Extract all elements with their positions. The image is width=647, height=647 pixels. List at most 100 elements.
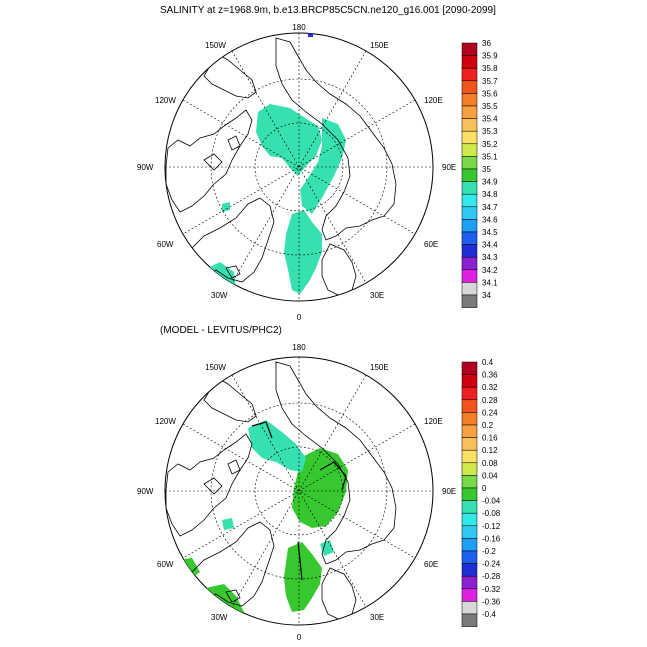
top-colorbar-swatch-7 — [461, 130, 478, 145]
top-colorbar-swatch-16 — [461, 244, 478, 258]
top-colorbar-swatch-15 — [461, 231, 478, 245]
top-salinity-map: 180 150E 120E 90E 60E 30E 0 30W 60W 90W … — [137, 23, 456, 322]
bottom-panel-title: (MODEL - LEVITUS/PHC2) — [160, 325, 282, 336]
top-lon-label-180: 180 — [292, 23, 306, 32]
top-colorbar-swatch-2 — [461, 67, 478, 82]
bottom-colorbar-label-7: 0.12 — [482, 446, 498, 455]
bottom-colorbar-swatch-18 — [461, 588, 478, 602]
top-lon-label-30e: 30E — [370, 291, 384, 300]
top-coastline-iceland — [225, 265, 241, 279]
bottom-lon-label-150e: 150E — [370, 363, 389, 372]
top-coastline-canada — [165, 109, 253, 213]
bottom-colorbar-swatch-1 — [461, 374, 478, 388]
top-lon-label-60w: 60W — [157, 240, 174, 249]
bottom-colorbar-label-18: -0.32 — [482, 585, 501, 594]
top-graticule — [165, 33, 433, 301]
bottom-lon-label-180: 180 — [292, 343, 306, 352]
bottom-colorbar-label-8: 0.08 — [482, 459, 498, 468]
bottom-colorbar-label-14: -0.16 — [482, 534, 501, 543]
bottom-colorbar-label-11: -0.04 — [482, 497, 501, 506]
bottom-lon-label-120e: 120E — [424, 417, 443, 426]
top-colorbar-label-18: 34.2 — [482, 266, 498, 275]
bottom-contour-line-3 — [297, 541, 303, 581]
bottom-colorbar-swatch-3 — [461, 399, 478, 413]
bottom-lon-label-120w: 120W — [155, 417, 176, 426]
top-lon-label-150e: 150E — [370, 41, 389, 50]
top-colorbar-label-6: 35.4 — [482, 115, 498, 124]
top-colorbar-label-19: 34.1 — [482, 278, 498, 287]
bottom-colorbar-swatch-2 — [461, 386, 478, 401]
top-colorbar-swatch-3 — [461, 80, 478, 94]
bottom-colorbar-label-2: 0.32 — [482, 383, 498, 392]
top-colorbar-swatch-8 — [461, 143, 478, 157]
bottom-contour-line-1 — [251, 421, 273, 439]
top-colorbar-label-3: 35.7 — [482, 77, 498, 86]
top-colorbar-swatch-14 — [461, 219, 478, 233]
top-colorbar-label-4: 35.6 — [482, 89, 498, 98]
bottom-colorbar-swatch-11 — [461, 500, 478, 514]
bottom-colorbar-label-0: 0.4 — [482, 358, 494, 367]
top-salinity-region-amerasian-basin — [300, 118, 346, 214]
bottom-colorbar-swatch-17 — [461, 575, 478, 590]
bottom-colorbar-swatch-14 — [461, 538, 478, 552]
bottom-lon-label-60e: 60E — [424, 560, 438, 569]
bottom-difference-map: 180 150E 120E 90E 60E 30E 0 30W 60W 90W … — [137, 343, 456, 642]
bottom-colorbar-label-17: -0.28 — [482, 572, 501, 581]
bottom-colorbar-swatch-4 — [461, 412, 478, 426]
bottom-coastline-alaska — [203, 375, 257, 423]
top-colorbar-label-13: 34.7 — [482, 203, 498, 212]
top-lon-label-30w: 30W — [211, 291, 228, 300]
bottom-colorbar-swatch-7 — [461, 449, 478, 464]
bottom-colorbar-label-5: 0.2 — [482, 421, 494, 430]
top-colorbar-swatch-12 — [461, 193, 478, 208]
bottom-diff-region-negative-north — [248, 420, 306, 472]
top-colorbar-swatch-0 — [461, 42, 478, 56]
top-lon-label-60e: 60E — [424, 240, 438, 249]
top-colorbar-label-5: 35.5 — [482, 102, 498, 111]
top-lon-label-0: 0 — [297, 313, 302, 322]
top-colorbar-swatch-4 — [461, 93, 478, 107]
top-coastline-siberia — [275, 37, 397, 241]
top-colorbar-swatch-6 — [461, 118, 478, 132]
top-colorbar-swatch-11 — [461, 181, 478, 195]
bottom-contour-line-2 — [319, 461, 347, 491]
top-colorbar-label-12: 34.8 — [482, 190, 498, 199]
top-colorbar-label-16: 34.4 — [482, 241, 498, 250]
bottom-coastline-iceland — [225, 589, 241, 603]
bottom-colorbar-swatch-9 — [461, 475, 478, 489]
top-colorbar-label-11: 34.9 — [482, 178, 498, 187]
top-colorbar-swatch-18 — [461, 269, 478, 283]
bottom-colorbar-swatch-5 — [461, 424, 478, 438]
top-lon-label-150w: 150W — [205, 41, 226, 50]
bottom-colorbar-swatch-13 — [461, 525, 478, 539]
bottom-lon-label-150w: 150W — [205, 363, 226, 372]
bottom-diff-region-negative-small — [320, 540, 334, 556]
top-salinity-region-fram-strait — [284, 210, 322, 294]
bottom-lon-label-30w: 30W — [211, 613, 228, 622]
bottom-colorbar-label-10: 0 — [482, 484, 487, 493]
top-colorbar-swatch-13 — [461, 206, 478, 220]
bottom-lon-label-0: 0 — [297, 633, 302, 642]
bottom-coastline-canada — [165, 433, 253, 537]
bottom-colorbar-swatch-10 — [461, 487, 478, 501]
top-colorbar-label-2: 35.8 — [482, 64, 498, 73]
top-colorbar-swatch-17 — [461, 256, 478, 271]
top-coastline-alaska — [203, 51, 257, 99]
top-salinity-region-eurasian-basin — [256, 104, 322, 176]
top-colorbar-label-9: 35.1 — [482, 152, 498, 161]
top-colorbar-label-17: 34.3 — [482, 253, 498, 262]
top-colorbar-swatch-1 — [461, 55, 478, 69]
bottom-colorbar-swatch-12 — [461, 512, 478, 527]
top-colorbar-label-10: 35 — [482, 165, 491, 174]
bottom-diff-region-positive-fram — [284, 542, 322, 612]
top-salinity-region-pacific — [308, 33, 313, 37]
bottom-colorbar: 0.4 0.36 0.32 0.28 0.24 0.2 0.16 0.12 0.08 0.04 0 -… — [461, 358, 501, 627]
top-colorbar: 36 35.9 35.8 35.7 35.6 35.5 35.4 35.3 35.2 35.1 35… — [461, 39, 498, 308]
bottom-colorbar-label-9: 0.04 — [482, 471, 498, 480]
top-colorbar-swatch-10 — [461, 168, 478, 182]
bottom-colorbar-label-4: 0.24 — [482, 408, 498, 417]
bottom-lon-label-30e: 30E — [370, 613, 384, 622]
bottom-colorbar-label-13: -0.12 — [482, 522, 501, 531]
top-colorbar-label-0: 36 — [482, 39, 491, 48]
bottom-colorbar-label-19: -0.36 — [482, 597, 501, 606]
